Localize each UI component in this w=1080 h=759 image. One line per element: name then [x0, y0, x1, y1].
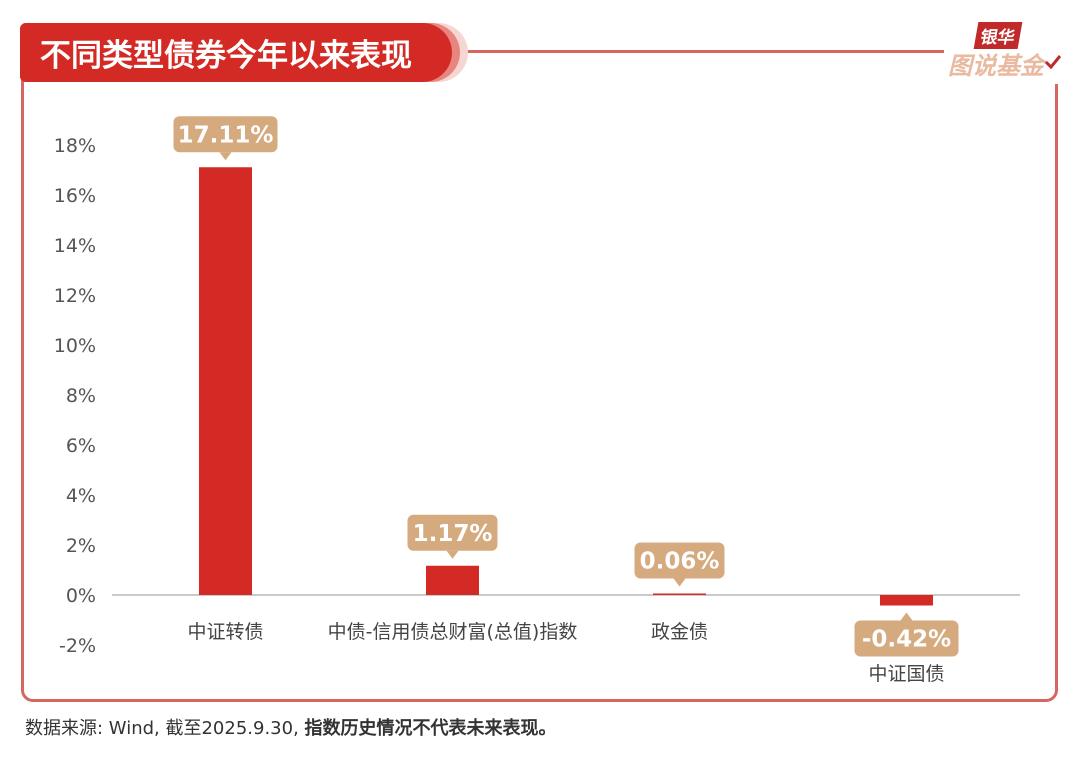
source-text: 数据来源: Wind, 截至2025.9.30,: [25, 718, 305, 739]
y-tick-label: 2%: [66, 535, 96, 557]
value-label: 1.17%: [413, 521, 493, 547]
logo-subtitle-text: 图说基金: [948, 52, 1044, 80]
value-label-box: [634, 542, 725, 579]
check-icon: [1044, 55, 1062, 70]
value-label: -0.42%: [862, 627, 951, 653]
category-label: 政金债: [651, 621, 708, 643]
title-rule: [468, 50, 946, 53]
chart-frame: [21, 50, 1058, 702]
category-label: 中债-信用债总财富(总值)指数: [328, 621, 578, 643]
value-label-box: [854, 620, 959, 657]
y-tick-label: 16%: [54, 185, 96, 207]
y-tick-label: 14%: [54, 235, 96, 257]
value-label-box: [173, 116, 278, 153]
bar: [880, 595, 933, 606]
title-tab: 不同类型债券今年以来表现: [20, 23, 452, 82]
y-tick-label: 6%: [66, 435, 96, 457]
y-tick-label: 12%: [54, 285, 96, 307]
brand-logo: 银华 图说基金: [944, 22, 1064, 84]
value-label: 17.11%: [178, 122, 274, 148]
bar: [653, 593, 706, 595]
category-label: 中证国债: [868, 663, 944, 685]
source-note: 数据来源: Wind, 截至2025.9.30, 指数历史情况不代表未来表现。: [25, 714, 557, 740]
y-tick-label: 4%: [66, 485, 96, 507]
y-tick-label: -2%: [59, 635, 96, 657]
value-label-pointer: [673, 578, 686, 587]
bar: [426, 565, 479, 595]
y-tick-label: 0%: [66, 585, 96, 607]
value-label-pointer: [446, 550, 459, 559]
value-label-pointer: [219, 152, 232, 161]
page-title: 不同类型债券今年以来表现: [40, 38, 412, 74]
value-label: 0.06%: [640, 549, 720, 575]
value-label-box: [407, 514, 498, 551]
bar: [199, 167, 252, 595]
disclaimer-text: 指数历史情况不代表未来表现。: [304, 718, 557, 739]
category-label: 中证转债: [187, 621, 263, 643]
y-tick-label: 10%: [54, 335, 96, 357]
value-label-pointer: [900, 612, 913, 621]
y-tick-label: 18%: [54, 135, 96, 157]
y-tick-label: 8%: [66, 385, 96, 407]
